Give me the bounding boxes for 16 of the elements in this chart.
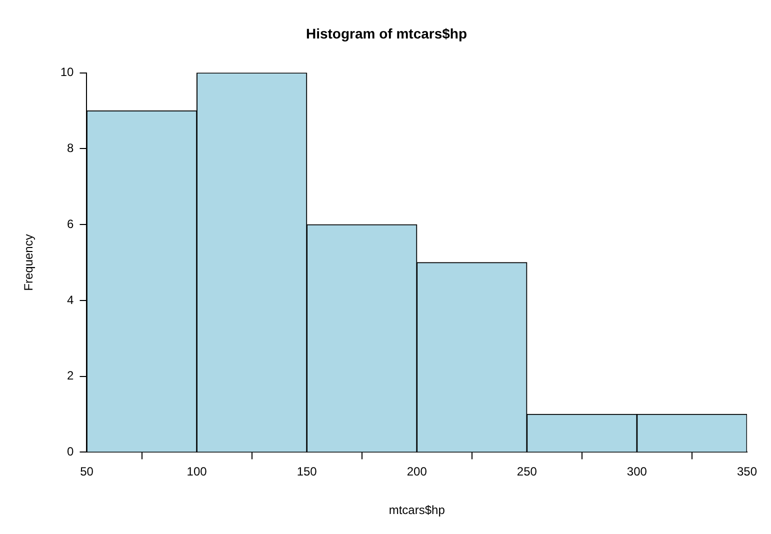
y-tick-label: 0: [67, 444, 74, 459]
x-tick-label: 350: [736, 464, 758, 479]
y-tick-label: 10: [60, 65, 74, 80]
x-tick-label: 250: [516, 464, 538, 479]
y-tick-label: 2: [67, 368, 74, 383]
x-axis-title: mtcars$hp: [388, 503, 446, 518]
y-tick-label: 4: [67, 292, 74, 307]
x-tick-label: 200: [406, 464, 428, 479]
y-tick-label: 6: [67, 216, 74, 231]
x-tick-label: 300: [626, 464, 648, 479]
x-tick-label: 50: [80, 464, 94, 479]
x-tick-label: 100: [186, 464, 208, 479]
chart-title: Histogram of mtcars$hp: [306, 25, 468, 42]
x-tick-label: 150: [296, 464, 318, 479]
y-axis-title: Frequency: [22, 234, 36, 291]
y-tick-label: 8: [67, 140, 74, 155]
